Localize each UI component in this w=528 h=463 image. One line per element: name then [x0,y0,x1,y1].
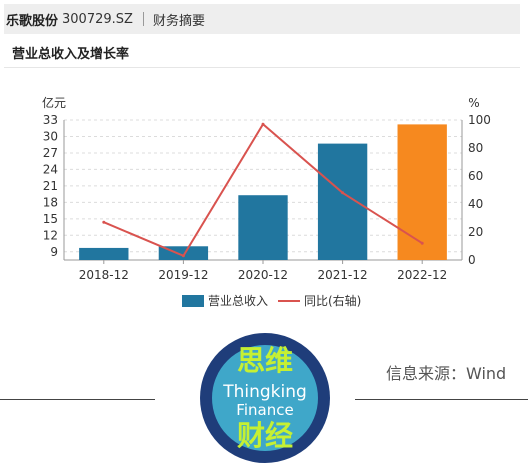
growth-point-2018-12 [102,220,106,224]
y-left-tick-label: 18 [43,195,58,209]
growth-point-2019-12 [181,254,185,258]
growth-point-2020-12 [261,122,265,126]
y-left-tick-label: 24 [43,162,58,176]
y-right-tick-label: 80 [468,141,483,155]
y-left-tick-label: 9 [50,245,58,259]
x-tick-label: 2021-12 [318,268,368,282]
y-left-tick-label: 33 [43,113,58,127]
company-name: 乐歌股份 [6,13,59,29]
header-bar: 乐歌股份 300729.SZ 财务摘要 [4,4,520,34]
x-tick-label: 2022-12 [397,268,447,282]
footer-line-right [355,399,528,400]
y-left-tick-label: 15 [43,212,58,226]
x-tick-label: 2018-12 [79,268,129,282]
section-title: 营业总收入及增长率 [12,47,130,62]
x-tick-label: 2020-12 [238,268,288,282]
legend-label-growth: 同比(右轴) [304,293,361,308]
growth-point-2022-12 [420,241,424,245]
y-right-tick-label: 100 [468,113,491,127]
y-right-tick-label: 20 [468,225,483,239]
bar-2022-12 [397,124,447,261]
tab-financial-summary[interactable]: 财务摘要 [152,13,205,29]
bar-2020-12 [238,195,288,260]
logo-text-en-1: Thingking [222,382,307,402]
y-left-tick-label: 27 [43,146,58,160]
bar-2018-12 [79,247,129,260]
legend-label-revenue: 营业总收入 [208,294,268,308]
thinking-finance-logo: 思维 Thingking Finance 财经 [200,333,330,463]
section-divider [4,67,520,68]
y-right-tick-label: 0 [468,253,476,267]
revenue-chart: 9 12 15 18 21 24 27 30 33 0 20 40 60 80 100 亿元 % 2018-12 2… [42,95,491,308]
logo-text-cn-bottom: 财经 [237,419,293,452]
y-right-tick-label: 60 [468,169,483,183]
logo-text-cn-top: 思维 [237,344,293,377]
y-left-tick-label: 30 [43,129,58,143]
bar-2021-12 [317,143,368,260]
stock-code: 300729.SZ [62,11,133,27]
y-right-axis-label: % [468,96,479,110]
x-tick-label: 2019-12 [158,268,208,282]
y-left-axis-label: 亿元 [42,95,66,110]
logo-inner-circle [212,345,318,451]
y-left-tick-label: 12 [43,228,58,242]
legend-swatch-revenue [182,295,204,307]
chart-container: 9 12 15 18 21 24 27 30 33 0 20 40 60 80 100 亿元% 2018-12 2… [4,70,520,328]
logo-text-en-2: Finance [236,401,293,419]
footer-line-left [0,399,155,400]
source-label: 信息来源：Wind [386,364,507,383]
growth-point-2021-12 [341,191,345,195]
logo-outer-circle [200,333,330,463]
y-left-tick-label: 21 [43,179,58,193]
y-right-tick-label: 40 [468,197,483,211]
header-divider [142,12,144,26]
